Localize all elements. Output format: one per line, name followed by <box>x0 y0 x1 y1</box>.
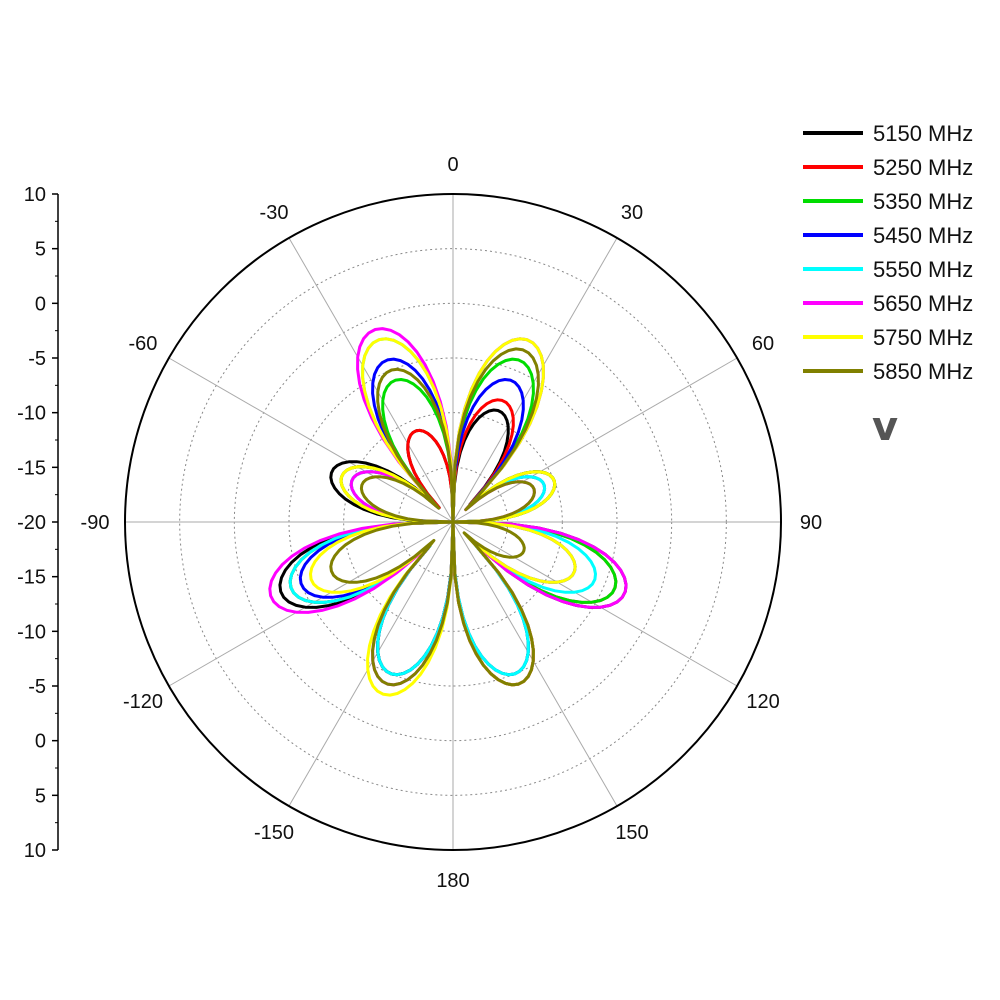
legend: 5150 MHz 5250 MHz 5350 MHz 5450 MHz 5550 MHz… <box>803 121 973 384</box>
angle-label: -60 <box>129 333 158 355</box>
grid-spoke <box>452 237 618 523</box>
legend-label: 5650 MHz <box>873 291 973 316</box>
legend-label: 5250 MHz <box>873 155 973 180</box>
series-line-5850-mhz <box>329 347 540 687</box>
radial-tick-label: 10 <box>24 840 46 862</box>
polarization-label: v <box>872 404 898 450</box>
angle-label: 180 <box>436 870 469 892</box>
radial-tick-label: 0 <box>35 293 46 315</box>
radial-tick-label: -10 <box>17 403 46 425</box>
angle-label: 0 <box>447 154 458 176</box>
angle-label: -90 <box>81 512 110 534</box>
angle-label: -30 <box>260 202 289 224</box>
angle-label: 120 <box>746 691 779 713</box>
radial-tick-label: 5 <box>35 785 46 807</box>
radial-tick-label: 10 <box>24 184 46 206</box>
legend-label: 5850 MHz <box>873 359 973 384</box>
radial-tick-label: -20 <box>17 512 46 534</box>
radial-tick-label: -10 <box>17 621 46 643</box>
grid-spoke <box>168 357 454 523</box>
angle-labels: 0 30 60 90 120 150 180 -150 -120 -90 -60 -30 <box>81 154 823 892</box>
legend-label: 5750 MHz <box>873 325 973 350</box>
grid-spoke <box>452 357 738 523</box>
radial-axis: 10 5 0 -5 -10 -15 -20 -15 -10 -5 0 5 10 <box>17 184 59 862</box>
grid-spoke <box>168 521 454 687</box>
series-lines <box>268 327 628 697</box>
legend-label: 5550 MHz <box>873 257 973 282</box>
angle-label: 90 <box>800 512 822 534</box>
grid-spoke <box>452 521 738 687</box>
radial-tick-label: -5 <box>28 676 46 698</box>
legend-label: 5150 MHz <box>873 121 973 146</box>
radial-tick-label: 0 <box>35 731 46 753</box>
outer-ring <box>124 193 782 851</box>
series-line-5750-mhz <box>309 337 577 697</box>
radial-tick-label: 5 <box>35 239 46 261</box>
angle-label: 150 <box>615 822 648 844</box>
grid-spoke <box>288 237 454 523</box>
angle-label: -120 <box>123 691 163 713</box>
polar-grid <box>124 193 782 851</box>
legend-label: 5350 MHz <box>873 189 973 214</box>
radial-tick-label: -5 <box>28 348 46 370</box>
angle-label: 30 <box>621 202 643 224</box>
radial-tick-label: -15 <box>17 567 46 589</box>
angle-label: -150 <box>254 822 294 844</box>
grid-spoke <box>452 521 618 807</box>
legend-label: 5450 MHz <box>873 223 973 248</box>
radial-tick-label: -15 <box>17 457 46 479</box>
angle-label: 60 <box>752 333 774 355</box>
grid-spoke <box>288 521 454 807</box>
